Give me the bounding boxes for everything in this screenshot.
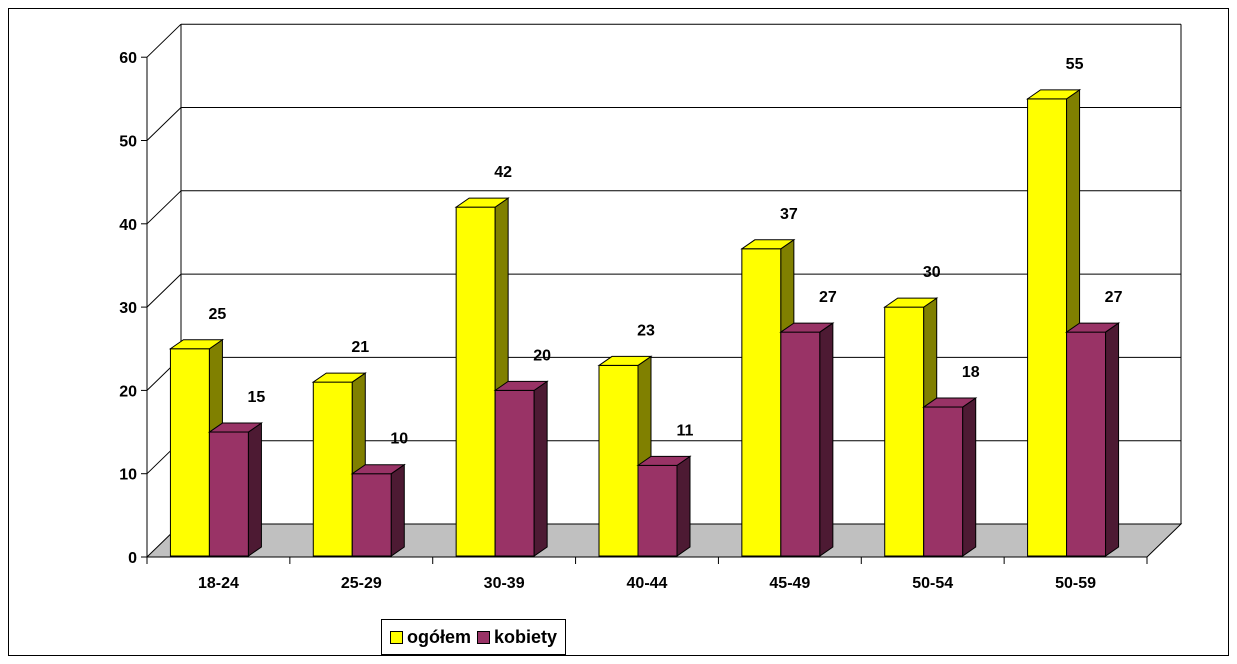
legend-swatch-kobiety [477,630,491,644]
bar-top-kobiety [1064,322,1121,333]
x-tick-label: 40-44 [627,575,668,592]
data-label-kobiety: 11 [677,422,694,439]
data-label-ogolem: 21 [351,339,369,356]
data-label-kobiety: 18 [962,364,980,381]
y-tick-label: 30 [119,300,137,317]
bar-kobiety [637,464,678,557]
bar-kobiety [208,431,249,557]
bar-top-kobiety [636,455,692,466]
bar-side-kobiety [533,380,548,557]
bar-ogolem [598,364,639,557]
data-label-kobiety: 10 [390,431,408,448]
bar-side-kobiety [676,455,691,557]
legend-label-kobiety: kobiety [494,626,558,647]
bar-top-ogolem [883,297,939,308]
bar-kobiety [780,331,821,557]
data-label-ogolem: 55 [1066,56,1084,73]
x-tick-label: 18-24 [198,575,239,592]
bar-top-kobiety [350,464,406,475]
legend: ogółem kobiety [381,619,567,655]
chart-frame: 0 10 20 30 40 50 60 18-24 25-29 30-39 40-44 45-49 50… [8,8,1229,656]
side-gridline [146,23,182,58]
bar-side-kobiety [390,463,405,557]
y-tick-label: 20 [119,383,137,400]
bar-ogolem [1027,98,1068,557]
x-tick-label: 45-49 [769,575,810,592]
bar-top-ogolem [168,339,225,350]
bar-kobiety [351,473,392,557]
bar-side-kobiety [819,322,834,557]
x-tick-label: 50-54 [912,575,953,592]
data-label-ogolem: 37 [780,206,798,223]
bar-top-ogolem [740,239,796,250]
bar-top-ogolem [1025,89,1082,100]
y-tick-label: 60 [119,50,137,67]
x-tick-label: 50-59 [1055,575,1096,592]
bar-ogolem [741,248,782,557]
legend-item-kobiety: kobiety [477,627,557,648]
y-tick-label: 0 [128,550,137,567]
bar-top-kobiety [779,322,835,333]
bar-chart: 0 10 20 30 40 50 60 18-24 25-29 30-39 40-44 45-49 50… [119,23,1183,592]
data-label-ogolem: 25 [209,306,227,323]
y-tick-label: 10 [119,467,137,484]
data-label-kobiety: 27 [819,289,837,306]
x-tick-label: 30-39 [484,575,525,592]
bar-ogolem [312,381,353,557]
data-label-ogolem: 30 [923,264,941,281]
bar-top-kobiety [207,422,264,433]
legend-label-ogolem: ogółem [407,626,472,647]
bar-kobiety [494,389,535,557]
data-label-kobiety: 27 [1105,289,1123,306]
bar-top-kobiety [493,380,549,391]
legend-item-ogolem: ogółem [390,627,471,648]
bar-top-ogolem [311,372,367,383]
side-gridline [146,273,182,308]
bar-kobiety [923,406,964,557]
bar-ogolem [455,206,496,557]
x-tick-label: 25-29 [341,575,382,592]
bar-side-kobiety [962,397,977,557]
data-label-ogolem: 42 [494,164,512,181]
bar-ogolem [884,306,925,557]
legend-swatch-ogolem [390,630,403,644]
bar-kobiety [1066,331,1107,557]
data-label-kobiety: 15 [248,389,266,406]
bar-ogolem [169,348,210,557]
bar-side-kobiety [247,422,262,557]
data-label-kobiety: 20 [533,347,551,364]
side-gridline [146,190,182,225]
y-tick-label: 40 [119,217,137,234]
side-gridline [146,107,182,141]
bar-side-kobiety [1105,322,1120,557]
bar-top-ogolem [597,355,653,366]
y-tick-label: 50 [119,134,137,151]
bar-top-ogolem [454,197,510,208]
bar-top-kobiety [922,397,978,408]
data-label-ogolem: 23 [637,322,655,339]
